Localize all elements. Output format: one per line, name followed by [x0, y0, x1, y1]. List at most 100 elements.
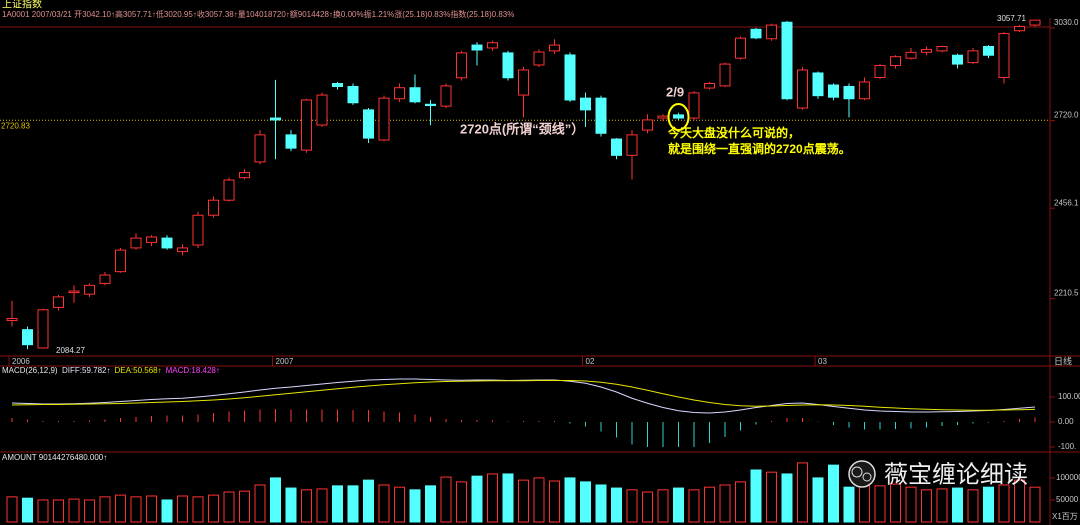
- volume-unit: X1百万: [1052, 512, 1078, 521]
- volume-bar: [750, 469, 762, 523]
- candle-body: [161, 237, 173, 249]
- candle-body: [750, 28, 762, 39]
- x-tick-label: 03: [818, 357, 827, 366]
- candle-body: [440, 85, 452, 107]
- legend-item: DEA:50.568↑: [114, 366, 161, 375]
- candle-body: [704, 82, 715, 89]
- candle-body: [146, 236, 157, 243]
- macd-title: MACD(26,12,9): [2, 366, 58, 375]
- volume-bar: [378, 484, 390, 523]
- candle-body: [6, 317, 18, 321]
- x-tick-label: 02: [586, 357, 595, 366]
- y-tick-label: 100.00: [1058, 392, 1080, 401]
- candle-body: [471, 44, 483, 51]
- volume-bar: [936, 488, 948, 523]
- volume-bar: [874, 485, 886, 523]
- candle-body: [22, 329, 33, 346]
- y-tick-label: 0.00: [1058, 417, 1074, 426]
- volume-bar: [812, 477, 824, 523]
- volume-bar: [115, 494, 126, 523]
- candle-body: [456, 52, 467, 79]
- volume-title: AMOUNT 90144276480.000↑: [2, 453, 107, 462]
- chart-title: 上证指数: [2, 0, 42, 11]
- volume-bar: [177, 495, 188, 523]
- candle-body: [254, 134, 266, 163]
- volume-bar: [998, 484, 1010, 523]
- volume-bar: [564, 477, 576, 523]
- volume-bar: [84, 499, 95, 523]
- annotation: 就是围绕一直强调的2720点震荡。: [668, 141, 851, 156]
- candle-body: [843, 86, 855, 100]
- volume-bar: [192, 496, 204, 523]
- volume-bar: [580, 481, 591, 523]
- candle-body: [936, 46, 948, 52]
- macd-line: [11, 380, 1036, 411]
- reference-label: 2720.83: [1, 121, 30, 130]
- candle-body: [812, 72, 824, 97]
- volume-bar: [518, 479, 529, 523]
- watermark: 薇宝缠论细读: [848, 460, 1028, 488]
- candle-body: [84, 284, 95, 295]
- volume-bar: [254, 484, 266, 523]
- candle-body: [301, 99, 312, 151]
- x-tick-label: 2007: [276, 357, 294, 366]
- candle-body: [642, 119, 653, 131]
- candle-body: [68, 290, 80, 294]
- watermark-text: 薇宝缠论细读: [884, 461, 1028, 488]
- volume-bar: [797, 462, 808, 523]
- candle-body: [332, 82, 343, 88]
- volume-bar: [642, 491, 653, 523]
- volume-bar: [549, 480, 560, 523]
- candle-body: [688, 92, 700, 119]
- volume-bar: [735, 481, 746, 523]
- candle-body: [998, 33, 1010, 78]
- volume-bar: [99, 496, 111, 523]
- candle-body: [192, 214, 204, 246]
- annotation: 今天大盘没什么可说的，: [667, 125, 800, 140]
- volume-bar: [890, 483, 901, 523]
- volume-bar: [952, 487, 963, 523]
- x-tick-label: 2006: [12, 357, 30, 366]
- volume-bar: [440, 476, 452, 523]
- candle-body: [781, 21, 793, 100]
- volume-bar: [1014, 479, 1025, 523]
- candle-body: [99, 274, 111, 284]
- volume-bar: [487, 473, 498, 523]
- volume-bar: [68, 498, 80, 523]
- candle-body: [316, 94, 328, 126]
- chart-subtitle: 1A0001 2007/03/21 开3042.10↑高3057.71↑低302…: [2, 9, 514, 19]
- volume-bar: [347, 485, 359, 523]
- candle-body: [239, 172, 250, 179]
- y-tick-label: 2720.0: [1054, 111, 1079, 120]
- volume-bar: [471, 475, 483, 523]
- volume-bar: [223, 491, 235, 523]
- volume-bar: [502, 473, 514, 523]
- volume-bar: [130, 496, 142, 523]
- volume-bar: [285, 487, 297, 523]
- candle-body: [611, 138, 622, 156]
- volume-bar: [239, 490, 250, 523]
- volume-bar: [611, 487, 622, 523]
- volume-bar: [781, 473, 793, 523]
- candle-body: [285, 134, 297, 149]
- annotation: 3057.71: [997, 14, 1026, 23]
- volume-bar: [1029, 486, 1041, 523]
- candle-body: [564, 54, 576, 101]
- y-tick-label: 2210.5: [1054, 289, 1079, 298]
- candle-body: [409, 87, 421, 103]
- candle-body: [533, 51, 545, 66]
- candle-body: [859, 81, 870, 100]
- volume-bar: [828, 464, 839, 523]
- volume-bar: [595, 484, 607, 523]
- volume-bar: [626, 489, 638, 523]
- candle-body: [828, 84, 839, 98]
- volume-bar: [363, 479, 374, 523]
- volume-bar: [688, 489, 700, 523]
- candle-body: [921, 48, 932, 53]
- candle-body: [487, 42, 498, 49]
- volume-bar: [983, 486, 994, 523]
- annotation: 2/9: [666, 84, 684, 99]
- annotation: 2720点(所谓“颈线”）: [460, 121, 584, 136]
